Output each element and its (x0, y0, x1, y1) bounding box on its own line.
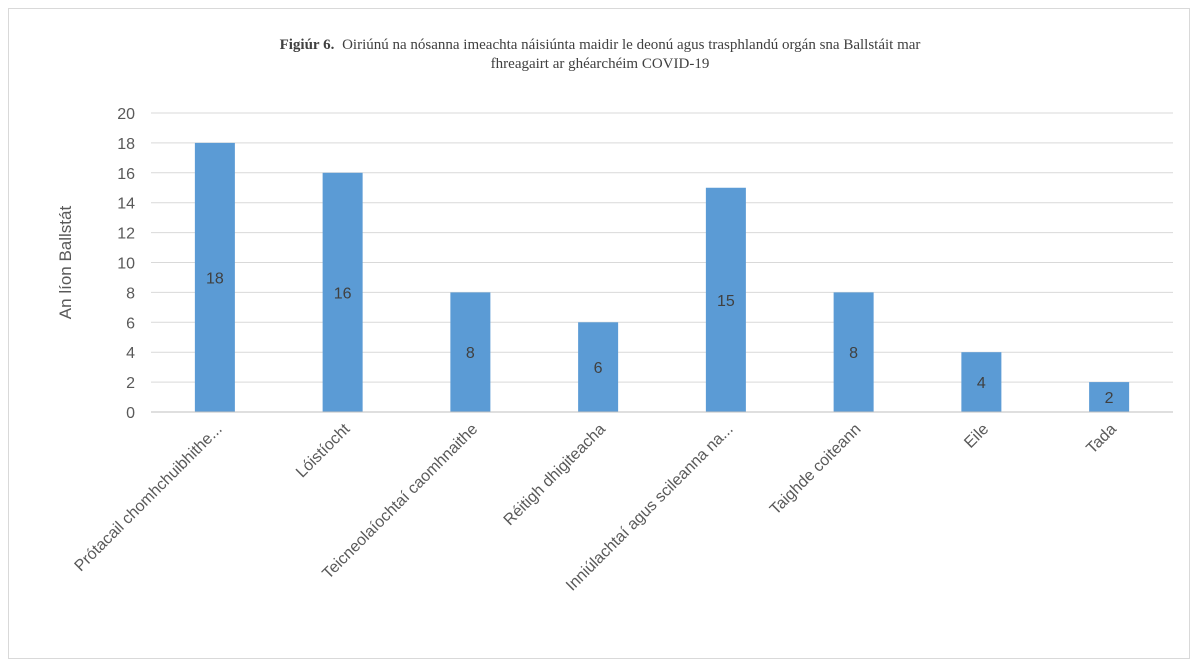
y-tick-label: 20 (117, 106, 135, 123)
y-tick-label: 8 (126, 285, 135, 302)
x-tick-label: Taighde coiteann (767, 421, 865, 519)
y-tick-label: 12 (117, 226, 135, 243)
bar (450, 292, 491, 412)
data-label: 4 (977, 375, 986, 392)
y-tick-label: 2 (126, 375, 135, 392)
bar (1089, 382, 1130, 412)
data-label: 8 (466, 345, 475, 362)
bar (961, 352, 1002, 412)
y-tick-label: 6 (126, 315, 135, 332)
data-label: 15 (717, 293, 735, 310)
chart-title-prefix: Figiúr 6. (280, 37, 335, 53)
chart-title-line2: fhreagairt ar ghéarchéim COVID-19 (491, 56, 710, 72)
chart-frame: Figiúr 6. Oiriúnú na nósanna imeachta ná… (8, 8, 1190, 659)
x-tick-label: Lóistíocht (293, 420, 354, 481)
y-tick-label: 18 (117, 136, 135, 153)
chart-title-line1: Figiúr 6. Oiriúnú na nósanna imeachta ná… (280, 37, 921, 53)
y-tick-label: 0 (126, 405, 135, 422)
y-tick-label: 4 (126, 345, 135, 362)
x-tick-label: Tada (1083, 421, 1120, 458)
bar (578, 322, 619, 412)
x-tick-label: Eile (961, 421, 992, 452)
data-label: 16 (334, 285, 352, 302)
bars: 18 16 8 6 15 8 4 2 (194, 142, 1130, 412)
data-label: 6 (594, 360, 603, 377)
data-label: 8 (849, 345, 858, 362)
x-tick-label: Réitigh dhigiteacha (501, 421, 609, 529)
bar (194, 142, 235, 412)
x-tick-label: Teicneolaíochtaí caomhnaithe (319, 421, 481, 583)
chart-title-text: Oiriúnú na nósanna imeachta náisiúnta ma… (342, 37, 920, 53)
x-tick-label: Prótacail chomhchuibhithe... (72, 421, 226, 575)
y-axis-label: An líon Ballstát (56, 206, 75, 320)
data-label: 18 (206, 270, 224, 287)
y-tick-label: 16 (117, 166, 135, 183)
bar-chart: Figiúr 6. Oiriúnú na nósanna imeachta ná… (56, 37, 1173, 594)
bar (705, 187, 746, 412)
y-tick-label: 14 (117, 196, 135, 213)
bar (833, 292, 874, 412)
gridlines (151, 112, 1173, 383)
y-tick-label: 10 (117, 256, 135, 273)
bar (322, 172, 363, 412)
axes: 0 2 4 6 8 10 12 14 16 18 20 Prótacail chomhchuibhit… (72, 106, 1173, 594)
data-label: 2 (1105, 390, 1114, 407)
